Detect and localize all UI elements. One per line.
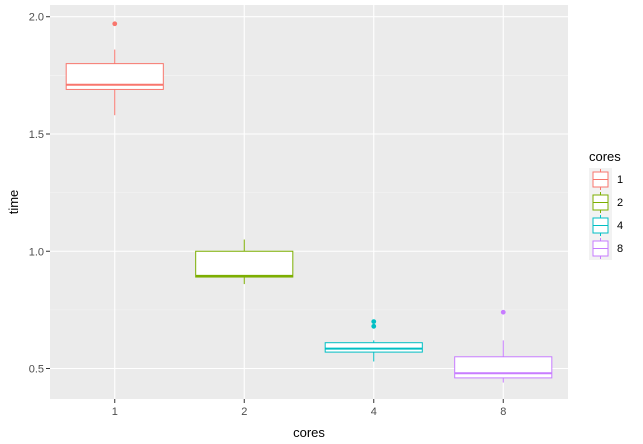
box-4 [324, 319, 423, 362]
outlier-point [371, 323, 377, 329]
box-8 [454, 309, 553, 383]
legend-key-4: 4 [589, 214, 623, 237]
box-body [324, 342, 423, 353]
legend-label: 8 [617, 243, 623, 255]
y-tick-label: 2.0 [29, 12, 44, 24]
x-axis-title: cores [293, 425, 325, 440]
x-tick-label: 2 [241, 406, 247, 418]
x-tick-label: 4 [371, 406, 377, 418]
box-body [195, 250, 294, 278]
legend-key-2: 2 [589, 191, 623, 214]
legend-label: 4 [617, 220, 623, 232]
y-axis-title: time [6, 190, 21, 215]
box-2 [195, 239, 294, 285]
legend-keys: 1 2 4 8 [589, 168, 623, 260]
y-tick-label: 1.0 [29, 246, 44, 258]
legend-title: cores [589, 149, 621, 164]
outlier-point [500, 309, 506, 315]
x-axis-ticks: 1 2 4 8 [112, 399, 506, 418]
boxes [65, 21, 553, 383]
y-axis-ticks: 0.5 1.0 1.5 2.0 [29, 12, 50, 376]
x-tick-label: 8 [500, 406, 506, 418]
legend: cores 1 2 4 8 [589, 149, 623, 260]
outlier-point [112, 21, 118, 27]
outlier-point [371, 319, 377, 325]
box-body [454, 356, 553, 379]
legend-key-8: 8 [589, 237, 623, 260]
y-tick-label: 1.5 [29, 129, 44, 141]
legend-label: 1 [617, 174, 623, 186]
x-tick-label: 1 [112, 406, 118, 418]
legend-key-1: 1 [589, 168, 623, 191]
box-1 [65, 21, 164, 116]
legend-label: 2 [617, 197, 623, 209]
y-tick-label: 0.5 [29, 364, 44, 376]
